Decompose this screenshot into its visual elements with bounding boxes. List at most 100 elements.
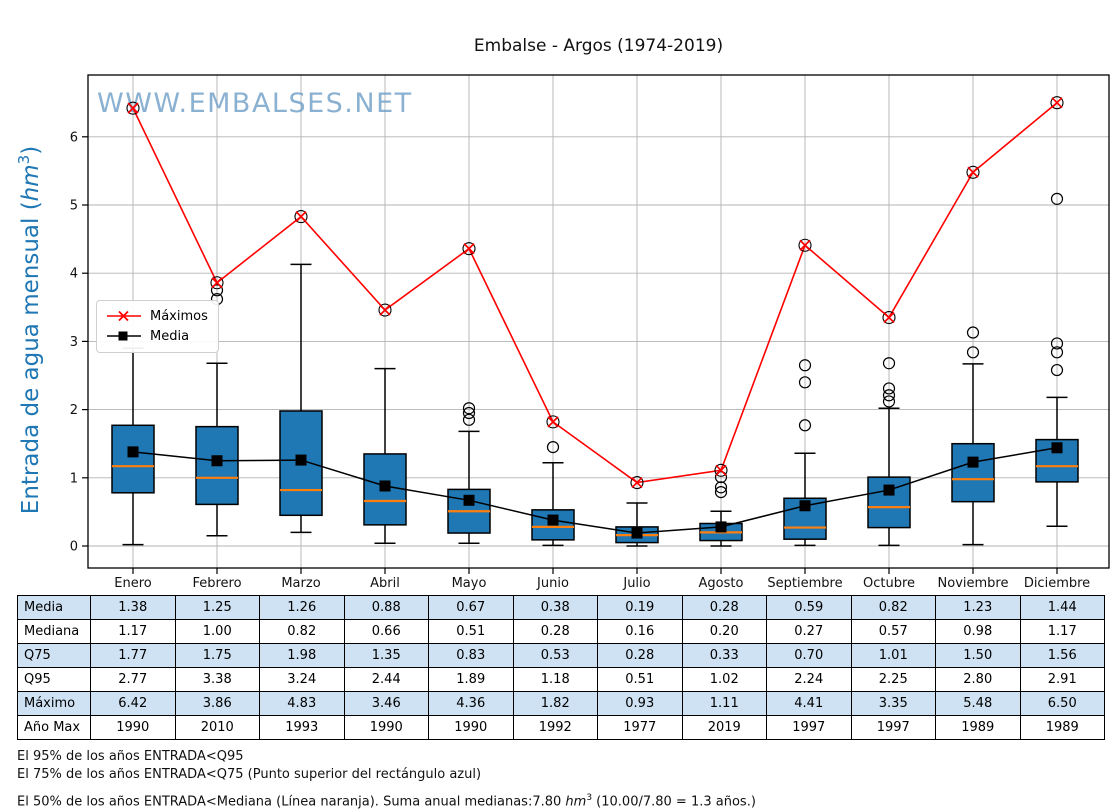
table-cell: 1.17	[90, 619, 176, 644]
table-cell: 0.33	[681, 643, 767, 668]
max-marker-x	[799, 239, 811, 251]
table-cell: 0.82	[850, 595, 936, 620]
table-cell: 2.25	[850, 667, 936, 692]
max-marker-x	[127, 102, 139, 114]
table-cell: 0.98	[935, 619, 1021, 644]
maximos-line-marker-icon	[107, 310, 141, 322]
x-tick-label: Marzo	[281, 576, 320, 591]
max-marker-x	[547, 416, 559, 428]
outlier-circle	[798, 359, 812, 372]
legend-label-media: Media	[150, 328, 190, 344]
max-marker-x	[967, 166, 979, 178]
table-cell: 6.50	[1019, 691, 1105, 716]
table-cell: 1.01	[850, 643, 936, 668]
x-tick-label: Agosto	[699, 576, 744, 591]
table-cell: 3.35	[850, 691, 936, 716]
mean-marker	[463, 494, 475, 506]
outlier-circle	[1050, 363, 1064, 377]
chart-title: Embalse - Argos (1974-2019)	[473, 36, 724, 56]
table-cell: 1990	[428, 715, 514, 740]
x-tick-label: Noviembre	[938, 576, 1009, 591]
max-marker-circle	[630, 476, 644, 490]
table-cell: 1.77	[90, 643, 176, 668]
table-cell: 1997	[766, 715, 852, 740]
boxplot-marzo	[279, 263, 323, 534]
max-marker-x	[883, 311, 895, 324]
outlier-circle	[462, 406, 476, 420]
y-tick-label: 5	[70, 199, 78, 214]
max-marker-x	[463, 243, 475, 255]
outlier-circle	[882, 382, 896, 395]
table-row-label: Año Max	[17, 715, 91, 740]
outlier-circle	[882, 389, 896, 402]
table-row-máximo: Máximo 6.42 3.86 4.83 3.46 4.36 1.82 0.93 1.11 4.…	[17, 691, 1105, 716]
footnotes: El 95% de los años ENTRADA<Q95 El 75% de…	[17, 748, 756, 810]
mean-marker	[211, 455, 223, 467]
table-cell: 1990	[90, 715, 176, 740]
outlier-circle	[882, 357, 896, 370]
boxplot-abril	[363, 367, 407, 545]
y-tick-label: 2	[70, 403, 78, 418]
max-marker-circle	[126, 101, 140, 115]
table-cell: 0.16	[597, 619, 683, 644]
mean-marker	[883, 484, 895, 496]
outlier-circle	[714, 486, 728, 499]
table-cell: 3.38	[174, 667, 260, 692]
max-marker-x	[715, 464, 727, 476]
table-row-año-max: Año Max 1990 2010 1993 1990 1990 1992 1977 2019 1…	[17, 715, 1105, 740]
mean-marker	[631, 527, 643, 539]
table-cell: 1.02	[681, 667, 767, 692]
table-cell: 2.24	[766, 667, 852, 692]
box	[363, 453, 407, 526]
mean-marker	[715, 521, 727, 533]
table-cell: 1989	[1019, 715, 1105, 740]
max-marker-circle	[1050, 96, 1064, 110]
table-cell: 0.88	[343, 595, 429, 620]
table-cell: 1.00	[174, 619, 260, 644]
table-cell: 0.28	[681, 595, 767, 620]
table-row-media: Media 1.38 1.25 1.26 0.88 0.67 0.38 0.19 0.28 0.5…	[17, 595, 1105, 620]
max-marker-x	[295, 210, 307, 223]
media-line-marker-icon	[107, 331, 141, 341]
table-cell: 0.53	[512, 643, 598, 668]
boxplot-noviembre	[951, 326, 995, 546]
table-cell: 1989	[935, 715, 1021, 740]
table-cell: 4.36	[428, 691, 514, 716]
table-cell: 1.89	[428, 667, 514, 692]
max-marker-x	[379, 304, 391, 316]
x-tick-label: Enero	[114, 576, 152, 591]
table-cell: 4.41	[766, 691, 852, 716]
outlier-circle	[210, 284, 224, 297]
grid-layer	[88, 75, 1109, 568]
outlier-circle	[798, 419, 812, 432]
table-cell: 1993	[259, 715, 345, 740]
table-cell: 1.50	[935, 643, 1021, 668]
table-cell: 1.38	[90, 595, 176, 620]
table-cell: 0.57	[850, 619, 936, 644]
table-row-label: Q95	[17, 667, 91, 692]
table-cell: 4.83	[259, 691, 345, 716]
y-tick-label: 1	[70, 471, 78, 486]
table-cell: 1.11	[681, 691, 767, 716]
footnote-mediana: El 50% de los años ENTRADA<Mediana (Líne…	[17, 793, 756, 810]
outlier-circle	[966, 326, 980, 339]
table-cell: 0.83	[428, 643, 514, 668]
mean-marker	[547, 514, 559, 526]
legend-item-maximos: Máximos	[105, 306, 208, 326]
x-tick-label: Septiembre	[767, 576, 842, 591]
table-cell: 1992	[512, 715, 598, 740]
table-cell: 0.38	[512, 595, 598, 620]
x-tick-label: Julio	[622, 576, 650, 591]
legend-item-media: Media	[105, 326, 208, 346]
y-tick-label: 6	[70, 130, 78, 145]
table-row-mediana: Mediana 1.17 1.00 0.82 0.66 0.51 0.28 0.16 0.20 0…	[17, 619, 1105, 644]
table-cell: 1.26	[259, 595, 345, 620]
table-cell: 0.51	[428, 619, 514, 644]
mean-marker	[295, 454, 307, 466]
table-cell: 0.27	[766, 619, 852, 644]
table-cell: 1.75	[174, 643, 260, 668]
table-cell: 0.59	[766, 595, 852, 620]
table-cell: 1.82	[512, 691, 598, 716]
boxplot-febrero	[195, 284, 239, 537]
table-row-label: Mediana	[17, 619, 91, 644]
